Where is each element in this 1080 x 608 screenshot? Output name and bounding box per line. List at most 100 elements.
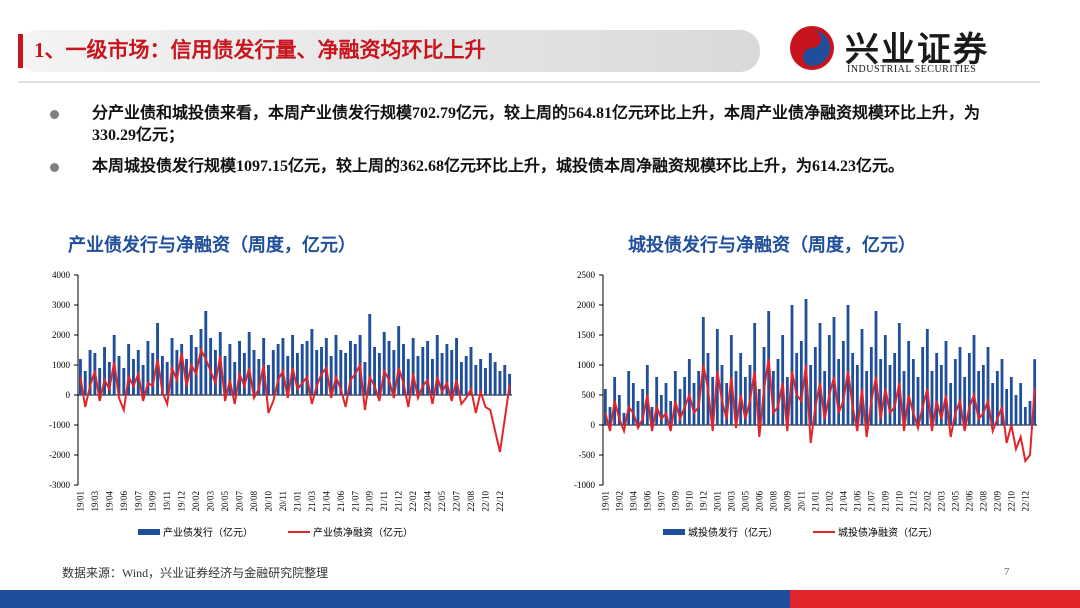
bar [743, 377, 747, 425]
bar [631, 383, 635, 425]
bar [837, 359, 841, 425]
bar [213, 350, 217, 395]
y-tick-label: 0 [591, 420, 596, 430]
x-tick-label: 19/02 [614, 491, 624, 512]
bar [673, 371, 677, 425]
legend-label: 城投债发行（亿元） [688, 526, 778, 539]
x-tick-label: 22/05 [437, 491, 447, 512]
x-tick-label: 21/09 [365, 491, 375, 512]
bar [1014, 395, 1018, 425]
bar [725, 383, 729, 425]
bar [320, 347, 323, 395]
bar [683, 377, 687, 425]
x-tick-label: 22/02 [408, 491, 418, 512]
x-tick-label: 22/08 [978, 491, 988, 512]
bar [869, 347, 873, 425]
x-tick-label: 22/09 [992, 491, 1002, 512]
x-tick-label: 19/09 [670, 491, 680, 512]
bar [165, 362, 169, 395]
x-tick-label: 20/06 [754, 491, 764, 512]
bar [310, 329, 314, 395]
x-tick-label: 21/06 [852, 491, 862, 512]
bar [141, 365, 145, 395]
bar [935, 353, 939, 425]
x-tick-label: 20/09 [782, 491, 792, 512]
bar [445, 344, 449, 395]
x-tick-label: 20/08 [249, 491, 259, 512]
y-tick-label: 3000 [52, 300, 71, 310]
bar [1019, 383, 1023, 425]
bar [603, 389, 607, 425]
bullet: 本周城投债发行规模1097.15亿元，较上周的362.68亿元环比上升，城投债本… [50, 156, 1012, 178]
source-note: 数据来源：Wind，兴业证券经济与金融研究院整理 [62, 566, 329, 580]
bar [907, 341, 911, 425]
charts: -3000 -2000 -1000 0 1000 2000 3000 4000 19/01 19/… [49, 270, 1037, 539]
legend-swatch [663, 529, 685, 535]
x-tick-label: 19/12 [698, 491, 708, 512]
bar [925, 329, 929, 425]
bar [238, 341, 241, 395]
bar [781, 335, 785, 425]
bar [809, 365, 813, 425]
footer-bar-red [790, 590, 1080, 608]
bar [879, 359, 883, 425]
bar [508, 373, 512, 395]
bar [627, 371, 631, 425]
x-tick-label: 22/08 [466, 491, 476, 512]
logo-text: 兴业证券 [845, 32, 989, 69]
legend-label: 产业债发行（亿元） [163, 526, 253, 539]
bar [339, 350, 343, 395]
bar [617, 395, 621, 425]
bar [888, 365, 892, 425]
bar [897, 323, 901, 425]
y-tick-label: 1000 [577, 360, 596, 370]
bar [641, 389, 645, 425]
bar [450, 350, 454, 395]
bar [353, 344, 357, 395]
bar [776, 359, 780, 425]
y-tick-label: -3000 [49, 480, 70, 490]
bullet-text: 分产业债和城投债来看，本周产业债发行规模702.79亿元，较上周的564.81亿… [92, 105, 981, 144]
legend-label: 产业债净融资（亿元） [313, 526, 413, 539]
x-tick-label: 19/07 [133, 491, 143, 512]
x-tick-label: 19/09 [148, 491, 158, 512]
bullet: 分产业债和城投债来看，本周产业债发行规模702.79亿元，较上周的564.81亿… [50, 103, 1012, 147]
x-tick-label: 22/10 [480, 491, 490, 512]
bar [795, 353, 799, 425]
x-tick-label: 22/02 [922, 491, 932, 512]
bullet-text: 本周城投债发行规模1097.15亿元，较上周的362.68亿元环比上升，城投债本… [92, 158, 905, 175]
bar [939, 365, 943, 425]
x-tick-label: 21/09 [880, 491, 890, 512]
bar [986, 347, 990, 425]
page-number: 7 [1004, 566, 1010, 578]
bar [271, 350, 275, 395]
bar [790, 305, 794, 425]
x-tick-label: 22/06 [964, 491, 974, 512]
bar [175, 350, 179, 395]
bar [622, 413, 626, 425]
bar [344, 353, 348, 395]
y-tick-label: 1000 [52, 360, 71, 370]
bar [664, 383, 668, 425]
bar [377, 353, 381, 395]
bar [209, 338, 213, 395]
bar [349, 341, 352, 395]
bar [430, 359, 434, 395]
bar [874, 311, 878, 425]
x-tick-label: 19/11 [162, 491, 172, 511]
bar [865, 371, 869, 425]
x-tick-label: 19/04 [628, 491, 638, 512]
bar [242, 353, 246, 395]
bar [860, 329, 864, 425]
x-tick-label: 21/06 [336, 491, 346, 512]
x-tick-label: 20/11 [796, 491, 806, 511]
bar [387, 341, 391, 395]
bar [851, 353, 855, 425]
bar [469, 347, 473, 395]
bar [373, 347, 377, 395]
bar [402, 344, 405, 395]
bar [818, 323, 822, 425]
bar [841, 341, 845, 425]
bar [315, 350, 319, 395]
bar [832, 317, 836, 425]
